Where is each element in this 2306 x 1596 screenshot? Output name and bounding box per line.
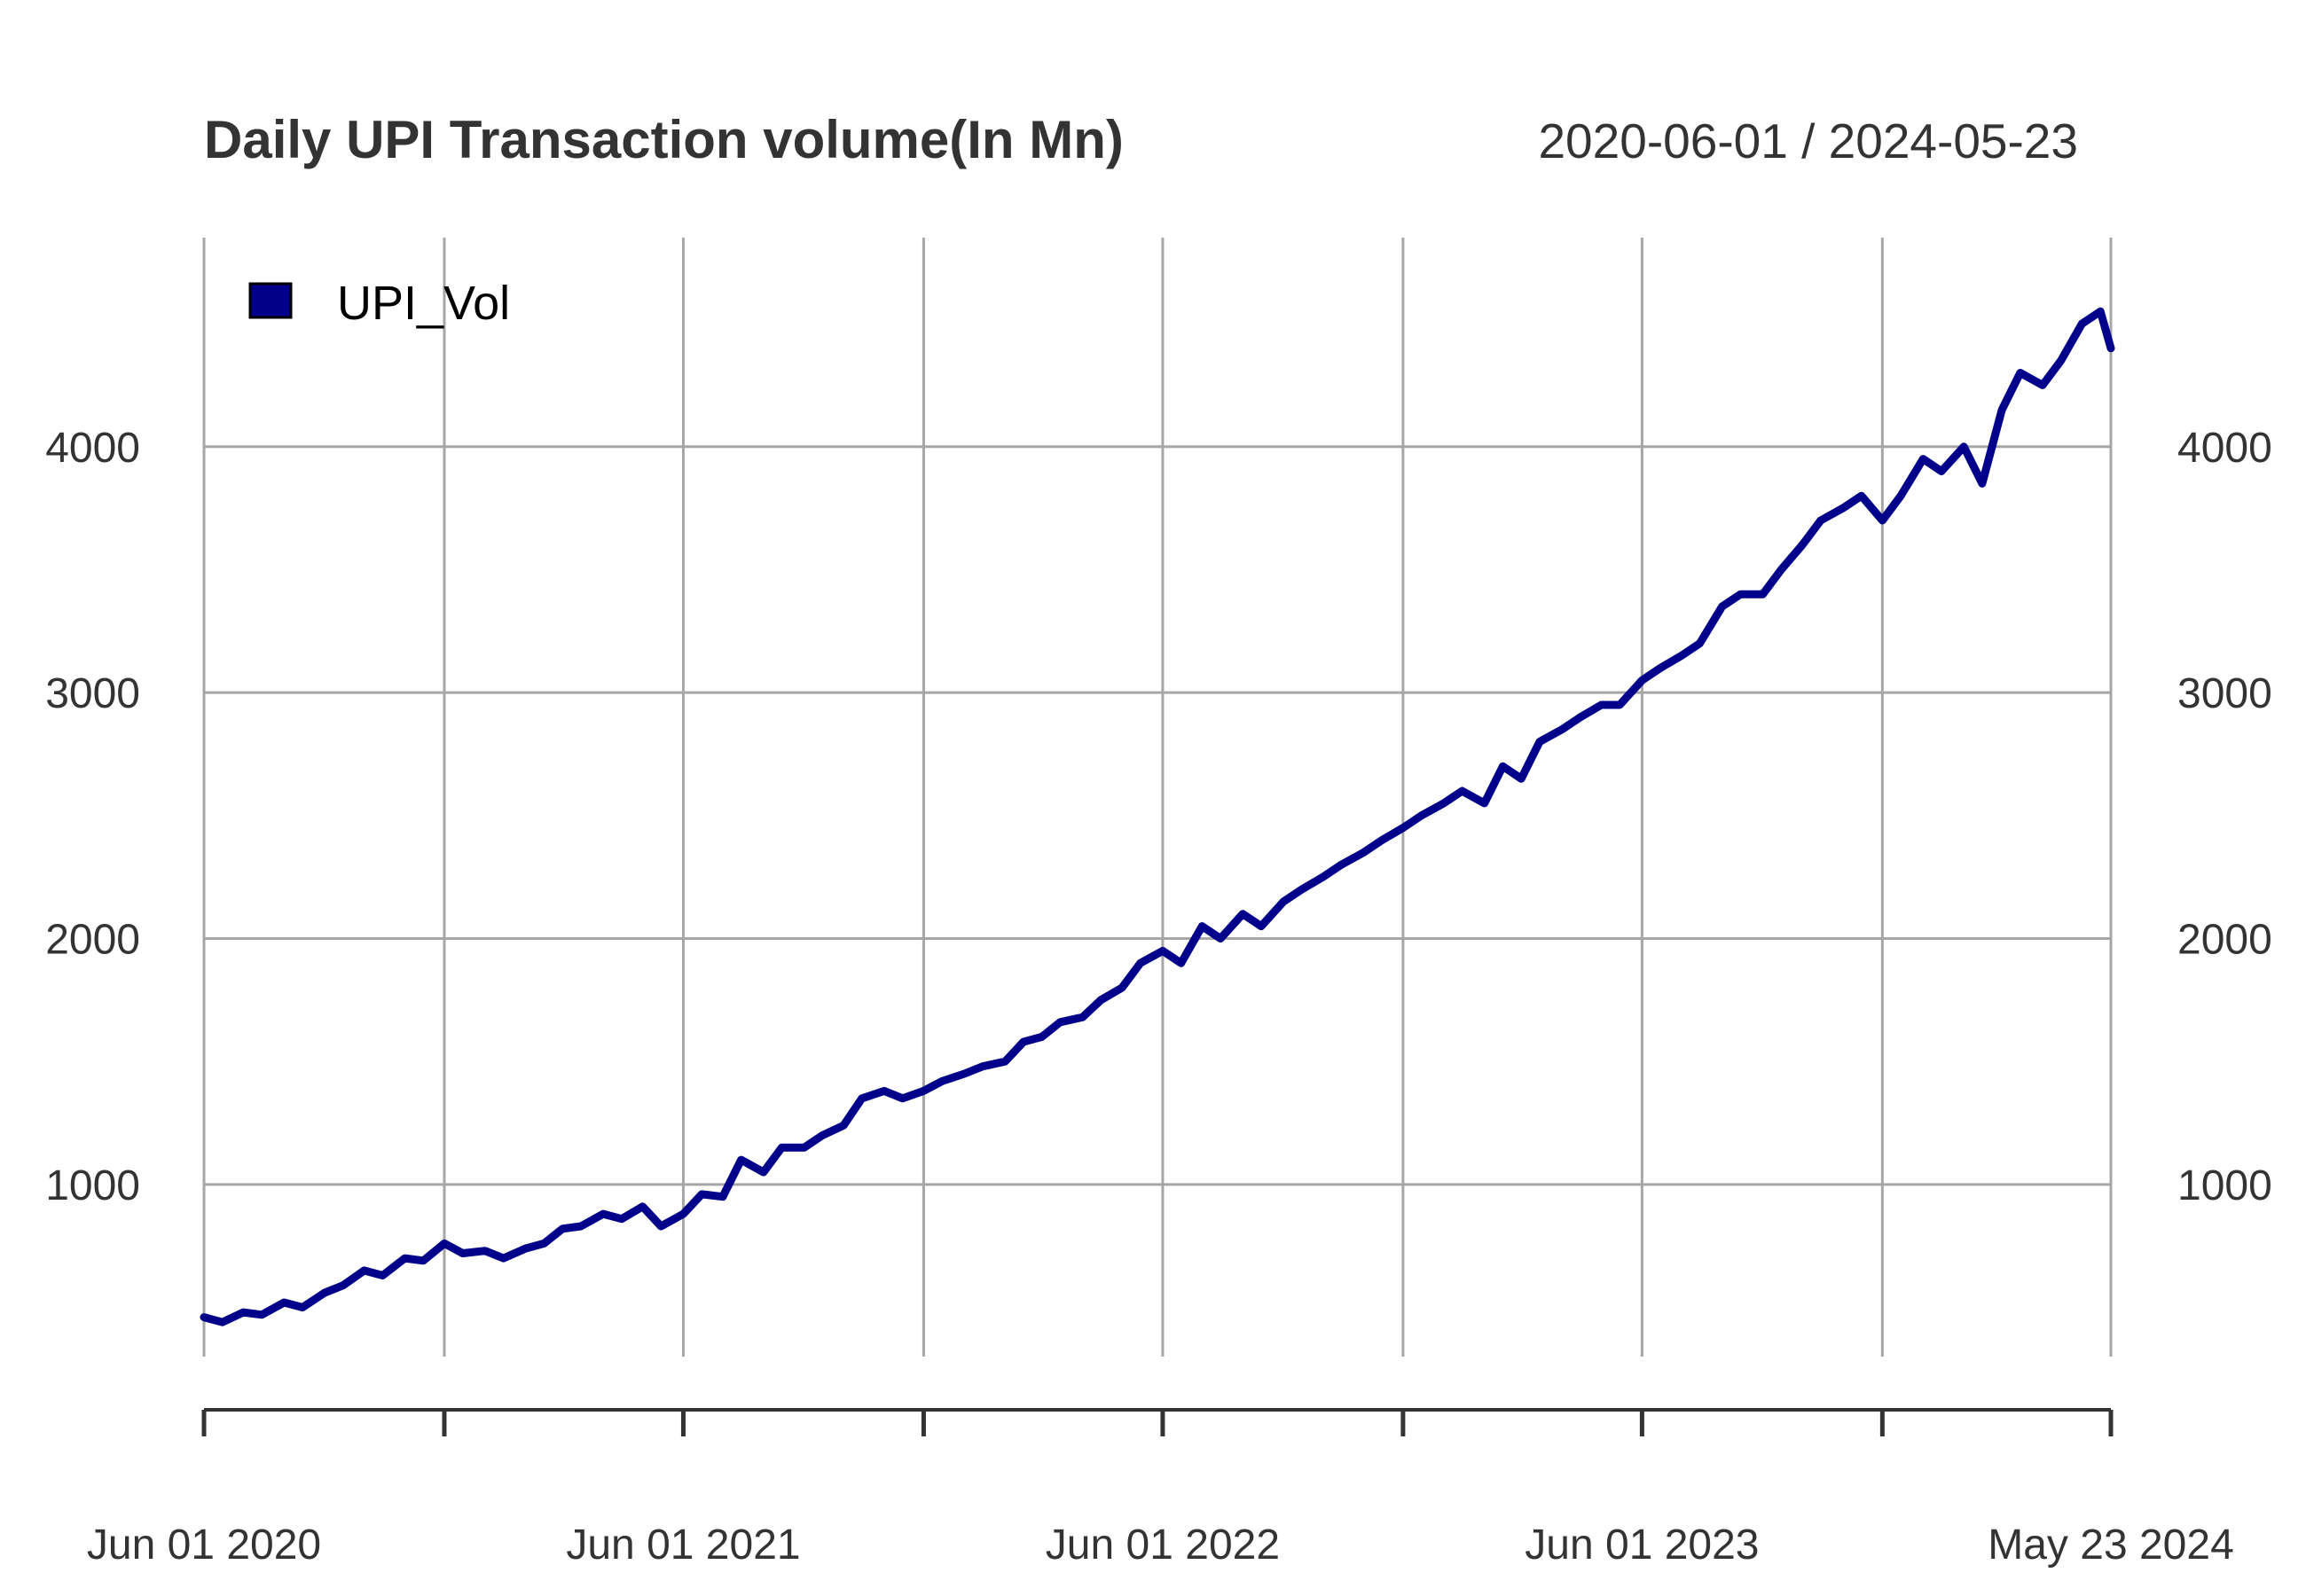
y-tick-label-left: 3000 bbox=[45, 670, 140, 717]
y-tick-label-right: 2000 bbox=[2177, 916, 2272, 963]
legend: UPI_Vol bbox=[248, 277, 510, 330]
y-tick-label-left: 4000 bbox=[45, 425, 140, 472]
y-tick-label-right: 4000 bbox=[2177, 425, 2272, 472]
series-line-upi-vol bbox=[200, 307, 2115, 1326]
y-tick-label-left: 2000 bbox=[45, 916, 140, 963]
x-tick-label: Jun 01 2021 bbox=[566, 1522, 800, 1569]
legend-swatch-upi-vol bbox=[248, 282, 293, 319]
legend-label-upi-vol: UPI_Vol bbox=[337, 277, 510, 330]
series-group bbox=[200, 307, 2115, 1326]
x-tick-label: Jun 01 2023 bbox=[1525, 1522, 1759, 1569]
y-tick-label-right: 3000 bbox=[2177, 670, 2272, 717]
chart-title: Daily UPI Transaction volume(In Mn) bbox=[204, 110, 1124, 169]
y-tick-label-right: 1000 bbox=[2177, 1162, 2272, 1209]
x-tick-label: Jun 01 2020 bbox=[87, 1522, 321, 1569]
y-tick-label-left: 1000 bbox=[45, 1162, 140, 1209]
y-axis-left: 1000 2000 3000 4000 bbox=[45, 425, 140, 1209]
y-axis-right: 1000 2000 3000 4000 bbox=[2177, 425, 2272, 1209]
x-tick-label: May 23 2024 bbox=[1988, 1522, 2234, 1569]
date-range-label: 2020-06-01 / 2024-05-23 bbox=[1538, 113, 2078, 168]
grid bbox=[202, 238, 2113, 1357]
x-axis: Jun 01 2020 Jun 01 2021 Jun 01 2022 Jun 01 … bbox=[87, 1408, 2234, 1569]
x-tick-label: Jun 01 2022 bbox=[1046, 1522, 1280, 1569]
